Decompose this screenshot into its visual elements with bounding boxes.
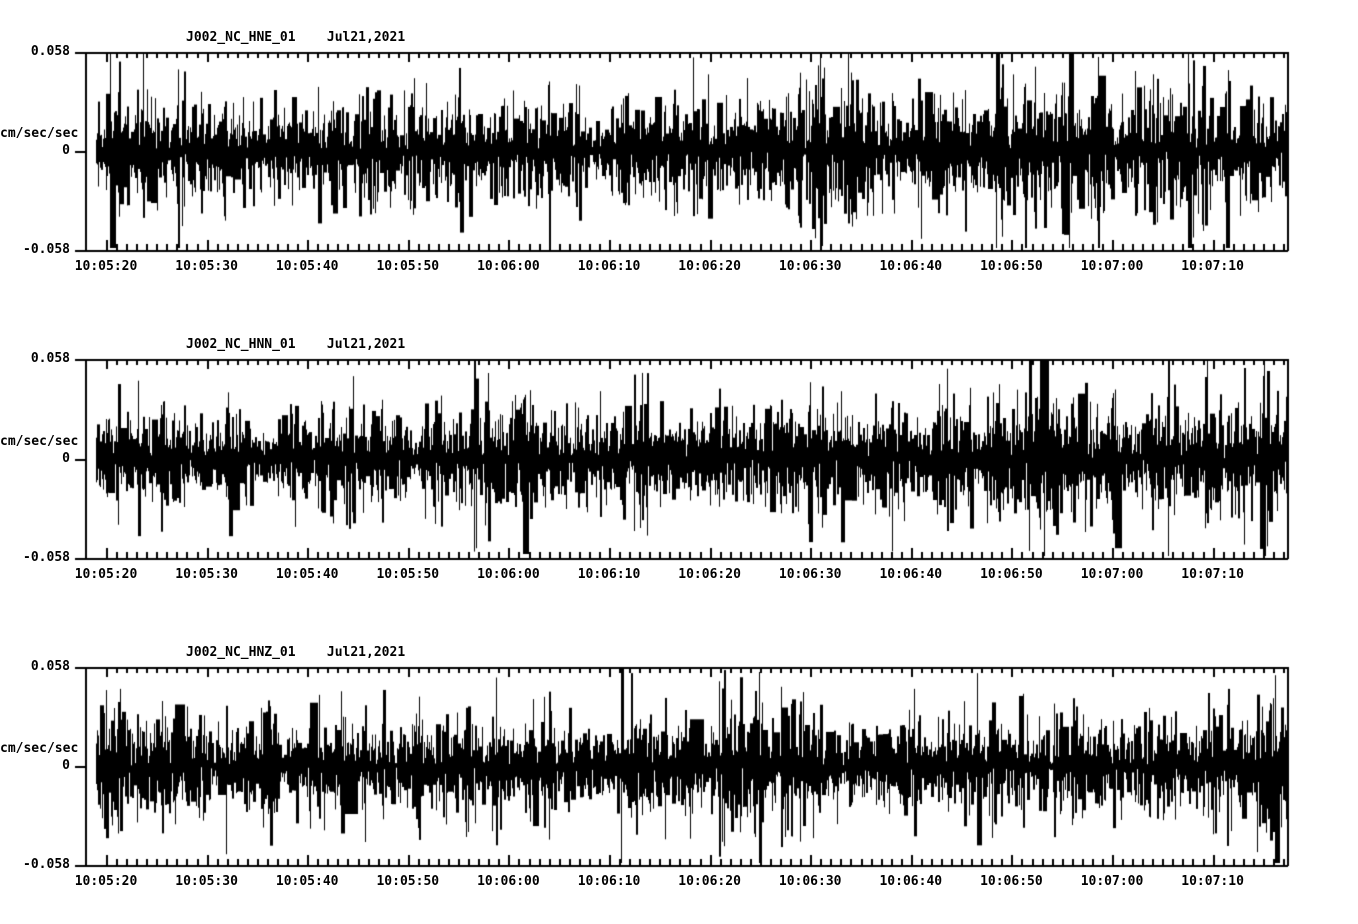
y-tick-label: 0 bbox=[62, 758, 70, 773]
y-tick-label: 0.058 bbox=[30, 659, 70, 674]
x-tick-label: 10:06:30 bbox=[778, 874, 842, 889]
x-tick-label: 10:05:50 bbox=[376, 874, 440, 889]
x-tick-label: 10:06:20 bbox=[678, 874, 741, 889]
x-tick-label: 10:07:00 bbox=[1080, 874, 1144, 889]
x-tick-label: 10:05:20 bbox=[74, 874, 138, 889]
x-tick-label: 10:05:30 bbox=[175, 874, 238, 889]
x-tick-label: 10:05:40 bbox=[275, 874, 339, 889]
x-tick-label: 10:06:10 bbox=[577, 874, 641, 889]
x-tick-label: 10:06:40 bbox=[879, 874, 943, 889]
x-tick-label: 10:06:00 bbox=[477, 874, 540, 889]
y-axis-unit-label-hnz: cm/sec/sec bbox=[0, 741, 79, 756]
panel-title-hnz: J002_NC_HNZ_01 Jul21,2021 bbox=[186, 645, 406, 660]
x-tick-label: 10:07:10 bbox=[1181, 874, 1244, 889]
y-tick-label: -0.058 bbox=[23, 857, 70, 872]
x-tick-label: 10:06:50 bbox=[980, 874, 1043, 889]
